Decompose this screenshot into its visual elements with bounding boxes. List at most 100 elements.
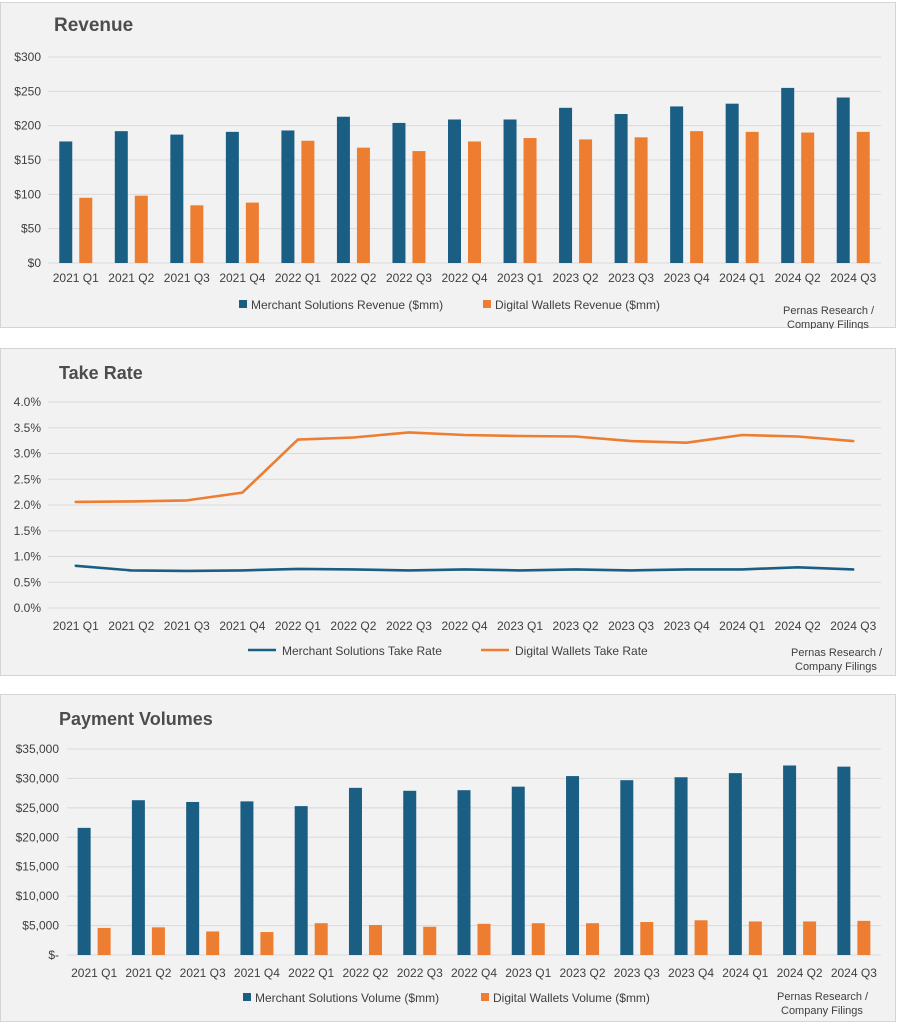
revenue-bar-wallets [634, 137, 648, 263]
revenue-title: Revenue [54, 15, 133, 36]
payment-volumes-y-tick-label: $5,000 [22, 919, 59, 933]
revenue-y-tick-label: $150 [14, 153, 41, 167]
payment-volumes-bar-wallets [640, 922, 654, 955]
revenue-bar-merchant [614, 113, 628, 263]
payment-volumes-bar-wallets [260, 932, 274, 955]
revenue-bar-merchant [503, 119, 517, 263]
payment-volumes-bar-wallets [423, 926, 437, 955]
revenue-x-tick-label: 2021 Q4 [219, 271, 265, 285]
revenue-chart-panel: Revenue $0 $50 $100 $150 $200 $250 $300 2021 Q1 2… [0, 2, 896, 329]
revenue-y-tick-label: $200 [14, 119, 41, 133]
revenue-y-tick-label: $300 [14, 50, 41, 64]
take-rate-chart: Take Rate 0.0% 0.5% 1.0% 1.5% 2.0% 2.5% 3.0% 3.5… [14, 363, 883, 673]
revenue-y-tick-label: $100 [14, 187, 41, 201]
payment-volumes-source-line2: Company Filings [781, 1005, 863, 1017]
revenue-x-tick-label: 2021 Q3 [164, 271, 210, 285]
payment-volumes-bar-merchant [674, 777, 688, 955]
payment-volumes-bar-merchant [240, 801, 254, 955]
payment-volumes-bar-merchant [186, 801, 200, 955]
payment-volumes-x-tick-label: 2022 Q4 [451, 966, 497, 980]
take-rate-x-tick-label: 2021 Q4 [219, 619, 265, 633]
revenue-legend-swatch [483, 300, 491, 308]
payment-volumes-y-tick-label: $15,000 [16, 860, 60, 874]
take-rate-chart-panel: Take Rate 0.0% 0.5% 1.0% 1.5% 2.0% 2.5% 3.0% 3.5… [0, 348, 896, 676]
payment-volumes-bar-wallets [857, 920, 871, 955]
revenue-x-tick-label: 2021 Q2 [108, 271, 154, 285]
payment-volumes-y-tick-label: $35,000 [16, 742, 60, 756]
payment-volumes-bar-merchant [728, 773, 742, 955]
payment-volumes-bar-wallets [694, 920, 708, 955]
revenue-bar-wallets [801, 132, 815, 263]
payment-volumes-x-tick-label: 2024 Q1 [722, 966, 768, 980]
take-rate-legend-label: Digital Wallets Take Rate [515, 644, 648, 658]
take-rate-line-wallets [74, 431, 855, 504]
payment-volumes-x-tick-label: 2021 Q4 [234, 966, 280, 980]
take-rate-title: Take Rate [59, 363, 143, 383]
revenue-x-tick-label: 2021 Q1 [53, 271, 99, 285]
take-rate-y-tick-label: 2.0% [14, 498, 42, 512]
revenue-x-tick-label: 2022 Q1 [275, 271, 321, 285]
take-rate-x-tick-label: 2023 Q1 [497, 619, 543, 633]
take-rate-x-tick-label: 2024 Q1 [719, 619, 765, 633]
revenue-y-tick-label: $0 [28, 256, 42, 270]
take-rate-x-tick-label: 2022 Q4 [441, 619, 487, 633]
payment-volumes-bar-wallets [477, 923, 491, 955]
payment-volumes-x-tick-label: 2022 Q2 [342, 966, 388, 980]
revenue-x-tick-label: 2022 Q3 [386, 271, 432, 285]
revenue-legend-swatch [239, 300, 247, 308]
payment-volumes-bar-merchant [348, 787, 362, 955]
revenue-chart: Revenue $0 $50 $100 $150 $200 $250 $300 2021 Q1 2… [14, 15, 881, 329]
revenue-bar-merchant [170, 134, 184, 263]
revenue-source-line1: Pernas Research / [783, 305, 875, 317]
take-rate-legend-label: Merchant Solutions Take Rate [282, 644, 442, 658]
payment-volumes-y-tick-label: $- [48, 948, 59, 962]
revenue-x-tick-label: 2024 Q3 [830, 271, 876, 285]
payment-volumes-bar-merchant [783, 765, 797, 955]
payment-volumes-chart: Payment Volumes $- $5,000 $10,000 $15,000 $20… [16, 709, 881, 1017]
revenue-bar-merchant [670, 106, 684, 263]
revenue-x-tick-label: 2023 Q4 [664, 271, 710, 285]
take-rate-x-tick-label: 2023 Q4 [664, 619, 710, 633]
revenue-bar-wallets [190, 205, 204, 263]
take-rate-y-tick-label: 1.0% [14, 550, 42, 564]
payment-volumes-bar-wallets [151, 927, 165, 955]
revenue-x-tick-label: 2023 Q2 [553, 271, 599, 285]
revenue-legend-label: Digital Wallets Revenue ($mm) [495, 298, 660, 312]
payment-volumes-x-tick-label: 2021 Q1 [71, 966, 117, 980]
take-rate-x-tick-label: 2024 Q3 [830, 619, 876, 633]
payment-volumes-y-tick-label: $20,000 [16, 830, 60, 844]
payment-volumes-x-tick-label: 2024 Q3 [831, 966, 877, 980]
payment-volumes-bar-wallets [748, 921, 762, 955]
payment-volumes-bar-merchant [620, 780, 634, 955]
payment-volumes-y-tick-label: $10,000 [16, 889, 60, 903]
revenue-bar-wallets [856, 131, 870, 263]
take-rate-line-merchant [74, 564, 855, 573]
take-rate-x-tick-label: 2022 Q3 [386, 619, 432, 633]
payment-volumes-legend-swatch [243, 993, 251, 1001]
revenue-bar-wallets [412, 151, 426, 263]
revenue-bar-wallets [690, 131, 704, 263]
payment-volumes-x-tick-label: 2023 Q1 [505, 966, 551, 980]
take-rate-y-tick-label: 3.5% [14, 421, 42, 435]
take-rate-x-tick-label: 2023 Q3 [608, 619, 654, 633]
payment-volumes-title: Payment Volumes [59, 709, 213, 729]
revenue-bar-merchant [114, 131, 128, 263]
payment-volumes-x-tick-label: 2023 Q3 [614, 966, 660, 980]
revenue-bar-wallets [523, 138, 537, 263]
payment-volumes-bar-merchant [566, 776, 580, 955]
revenue-bar-wallets [245, 202, 259, 263]
payment-volumes-bar-merchant [131, 800, 145, 955]
revenue-bar-wallets [468, 141, 481, 263]
payment-volumes-bar-merchant [77, 827, 91, 955]
take-rate-y-tick-label: 1.5% [14, 524, 42, 538]
revenue-x-tick-label: 2024 Q2 [775, 271, 821, 285]
revenue-bar-merchant [392, 122, 406, 263]
payment-volumes-x-tick-label: 2024 Q2 [777, 966, 823, 980]
take-rate-x-tick-label: 2022 Q1 [275, 619, 321, 633]
revenue-x-tick-label: 2023 Q1 [497, 271, 543, 285]
revenue-bar-wallets [134, 195, 148, 263]
take-rate-y-tick-label: 4.0% [14, 395, 42, 409]
payment-volumes-bar-wallets [803, 921, 817, 955]
take-rate-source-line2: Company Filings [795, 661, 877, 673]
payment-volumes-legend-swatch [481, 993, 489, 1001]
